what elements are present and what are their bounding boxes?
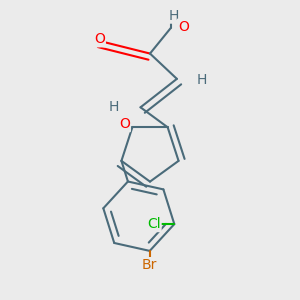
Text: H: H: [109, 100, 119, 114]
Text: Cl: Cl: [147, 217, 160, 231]
Text: Br: Br: [142, 258, 158, 272]
Text: O: O: [94, 32, 105, 46]
Text: O: O: [119, 117, 130, 131]
Text: H: H: [169, 9, 179, 22]
Text: H: H: [197, 74, 207, 87]
Text: O: O: [178, 20, 189, 34]
